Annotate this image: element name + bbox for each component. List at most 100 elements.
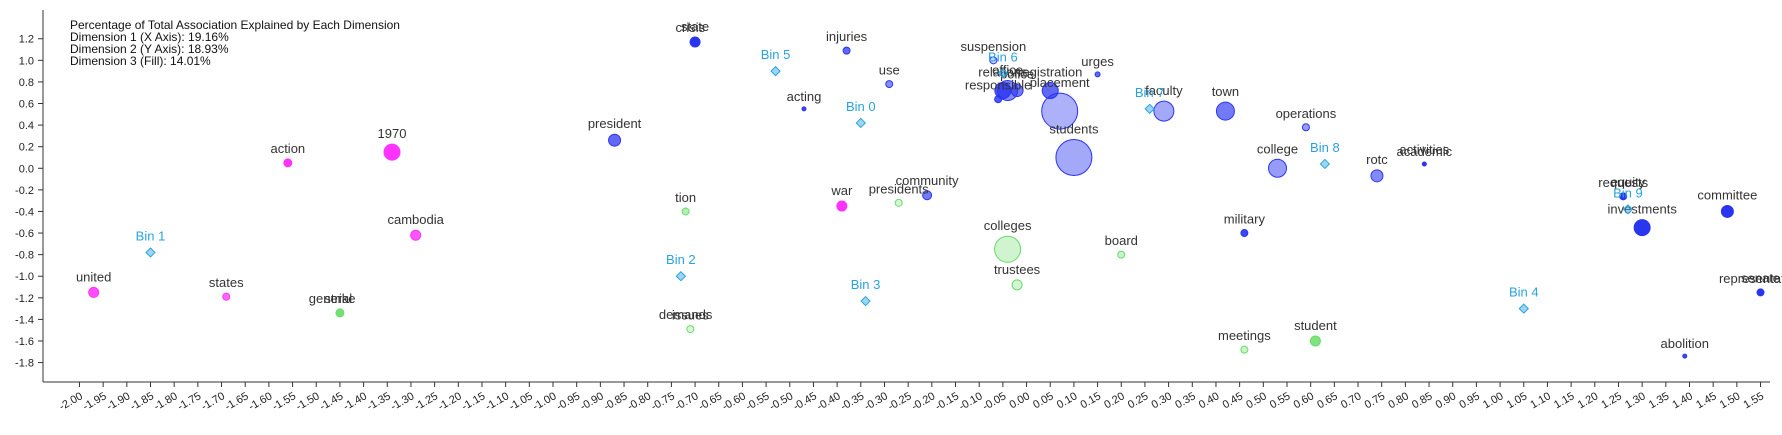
- bin-marker: [860, 295, 871, 307]
- data-point: [842, 46, 851, 55]
- data-marks: action 1970 cambodia united states war strikeg…: [76, 19, 1782, 359]
- point-label: meetings: [1218, 328, 1271, 343]
- x-tick-label: -1.60: [247, 390, 275, 413]
- data-point: [1215, 101, 1235, 121]
- x-tick-label: -1.35: [365, 390, 393, 413]
- x-tick-label: 0.60: [1292, 390, 1317, 411]
- x-tick-label: 0.95: [1457, 390, 1482, 411]
- point-label: strike: [324, 291, 355, 306]
- x-tick-label: -0.75: [649, 390, 677, 413]
- point-label: abolition: [1661, 336, 1709, 351]
- x-tick-label: -0.50: [768, 390, 796, 413]
- point-label: equity: [1611, 174, 1646, 189]
- data-point: [1094, 71, 1101, 78]
- data-point: [686, 325, 695, 334]
- data-point: [1633, 219, 1651, 237]
- y-tick-label: -1.8: [15, 358, 34, 370]
- point-label: urges: [1081, 54, 1114, 69]
- x-tick-label: 0.15: [1079, 390, 1104, 411]
- data-point: [1011, 279, 1023, 291]
- x-tick-label: -1.00: [531, 390, 559, 413]
- x-tick-label: -1.85: [128, 390, 156, 413]
- x-tick-label: -0.60: [720, 390, 748, 413]
- x-tick-label: -1.50: [294, 390, 322, 413]
- bin-label: Bin 7: [1135, 85, 1165, 100]
- x-tick-label: -1.90: [105, 390, 133, 413]
- data-point: [88, 286, 100, 298]
- data-point: [801, 106, 807, 112]
- data-point: [1268, 158, 1288, 178]
- x-tick-label: -0.45: [791, 390, 819, 413]
- data-point: [1370, 169, 1384, 183]
- point-label: acting: [787, 89, 822, 104]
- point-label: 1970: [378, 126, 407, 141]
- data-point: [1720, 204, 1734, 218]
- point-label: issues: [672, 308, 709, 323]
- x-tick-label: -1.20: [436, 390, 464, 413]
- x-tick-label: -1.05: [507, 390, 535, 413]
- point-label: placement: [1030, 75, 1090, 90]
- point-label: united: [76, 269, 111, 284]
- x-tick-label: 0.90: [1434, 390, 1459, 411]
- data-point: [222, 292, 231, 301]
- x-tick-label: -0.65: [697, 390, 725, 413]
- bin-marker: [1622, 204, 1634, 215]
- x-tick-label: 1.20: [1576, 390, 1601, 411]
- x-tick-label: -0.25: [886, 390, 914, 413]
- bin-marker: [770, 65, 781, 77]
- point-label: military: [1224, 212, 1266, 227]
- x-tick-label: 1.40: [1670, 390, 1695, 411]
- data-point: [994, 95, 1003, 104]
- y-tick-label: 0.0: [19, 163, 34, 175]
- bin-marker: [675, 271, 687, 282]
- data-point: [1240, 345, 1249, 354]
- point-label: academic: [1396, 144, 1452, 159]
- point-label: investments: [1607, 202, 1677, 217]
- x-tick-label: 0.85: [1410, 390, 1435, 411]
- point-label: president: [588, 116, 642, 131]
- point-label: colleges: [984, 218, 1032, 233]
- x-tick-label: 0.05: [1031, 390, 1056, 411]
- x-tick-label: 0.70: [1339, 390, 1364, 411]
- point-label: town: [1212, 84, 1239, 99]
- x-tick-label: 1.25: [1599, 390, 1624, 411]
- y-tick-label: 0.4: [19, 120, 34, 132]
- bin-label: Bin 4: [1509, 285, 1539, 300]
- x-tick-label: -0.90: [578, 390, 606, 413]
- x-tick-label: 1.50: [1718, 390, 1743, 411]
- bin-label: Bin 5: [761, 47, 791, 62]
- x-tick-label: 1.05: [1505, 390, 1530, 411]
- x-tick-label: -1.40: [341, 390, 369, 413]
- bin-label: Bin 9: [1613, 185, 1643, 200]
- x-tick-label: -0.05: [981, 390, 1009, 413]
- data-point: [894, 198, 903, 207]
- bin-marker: [145, 247, 156, 258]
- point-label: relations: [978, 65, 1028, 80]
- x-tick-label: -0.35: [839, 390, 867, 413]
- x-tick-label: -0.15: [933, 390, 961, 413]
- x-tick-label: 0.20: [1102, 390, 1127, 411]
- point-label: student: [1294, 318, 1337, 333]
- bin-marker: [855, 117, 867, 129]
- data-point: [1301, 123, 1310, 132]
- point-label: injuries: [826, 29, 868, 44]
- point-label: representation: [1719, 271, 1782, 286]
- x-tick-label: -0.55: [744, 390, 772, 413]
- point-label: board: [1105, 233, 1138, 248]
- x-tick-label: -1.75: [176, 390, 204, 413]
- x-tick-label: -1.10: [483, 390, 511, 413]
- point-label: rotc: [1366, 152, 1388, 167]
- y-tick-label: -1.4: [15, 314, 34, 326]
- data-point: [1756, 288, 1765, 297]
- x-tick-label: 0.10: [1055, 390, 1080, 411]
- data-point: [1309, 335, 1321, 347]
- point-label: students: [1049, 121, 1099, 136]
- data-point: [608, 133, 622, 147]
- point-label: demands: [659, 307, 713, 322]
- point-label: use: [879, 63, 900, 78]
- x-tick-label: -0.80: [625, 390, 653, 413]
- point-label: trustees: [994, 262, 1041, 277]
- data-point: [989, 56, 998, 65]
- info-legend: Percentage of Total Association Explaine…: [70, 18, 400, 68]
- point-label: state: [681, 19, 709, 34]
